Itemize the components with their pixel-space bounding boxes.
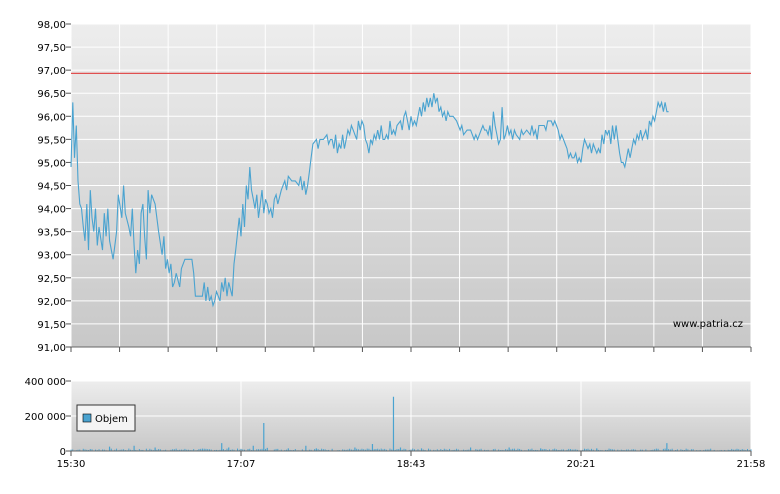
price-y-tick-label: 97,50 — [37, 43, 66, 54]
price-y-tick-label: 94,50 — [37, 182, 66, 193]
price-y-tick-label: 91,50 — [37, 320, 66, 331]
volume-legend: Objem — [76, 404, 136, 432]
price-y-tick-label: 92,00 — [37, 297, 66, 308]
price-y-tick-label: 91,00 — [37, 343, 66, 354]
volume-x-tick-label: 18:43 — [397, 459, 426, 470]
price-y-tick-label: 95,00 — [37, 158, 66, 169]
volume-y-tick-label: 400 000 — [25, 377, 66, 388]
price-y-tick-label: 96,00 — [37, 112, 66, 123]
price-y-tick-label: 98,00 — [37, 20, 66, 31]
price-y-axis: 98,00 97,50 97,00 96,50 96,00 95,50 95,00 94,50… — [37, 20, 71, 354]
legend-swatch — [82, 413, 92, 423]
price-y-tick-label: 92,50 — [37, 274, 66, 285]
price-y-tick-label: 94,00 — [37, 205, 66, 216]
price-y-tick-label: 93,00 — [37, 251, 66, 262]
price-y-tick-label: 96,50 — [37, 89, 66, 100]
volume-x-tick-label: 21:58 — [737, 459, 766, 470]
volume-y-tick-label: 0 — [60, 447, 66, 458]
volume-y-tick-label: 200 000 — [25, 412, 66, 423]
price-series-line — [70, 93, 669, 308]
volume-x-tick-label: 17:07 — [227, 459, 256, 470]
price-y-tick-label: 97,00 — [37, 66, 66, 77]
price-y-tick-label: 95,50 — [37, 135, 66, 146]
price-y-tick-label: 93,50 — [37, 228, 66, 239]
legend-label: Objem — [95, 414, 128, 425]
watermark: www.patria.cz — [673, 319, 743, 330]
volume-x-tick-label: 15:30 — [57, 459, 86, 470]
volume-x-tick-label: 20:21 — [567, 459, 596, 470]
volume-x-axis-labels: 15:30 17:07 18:43 20:21 21:58 — [57, 451, 766, 470]
price-x-ticks — [70, 347, 752, 352]
volume-y-axis: 400 000 200 000 0 — [25, 377, 71, 458]
